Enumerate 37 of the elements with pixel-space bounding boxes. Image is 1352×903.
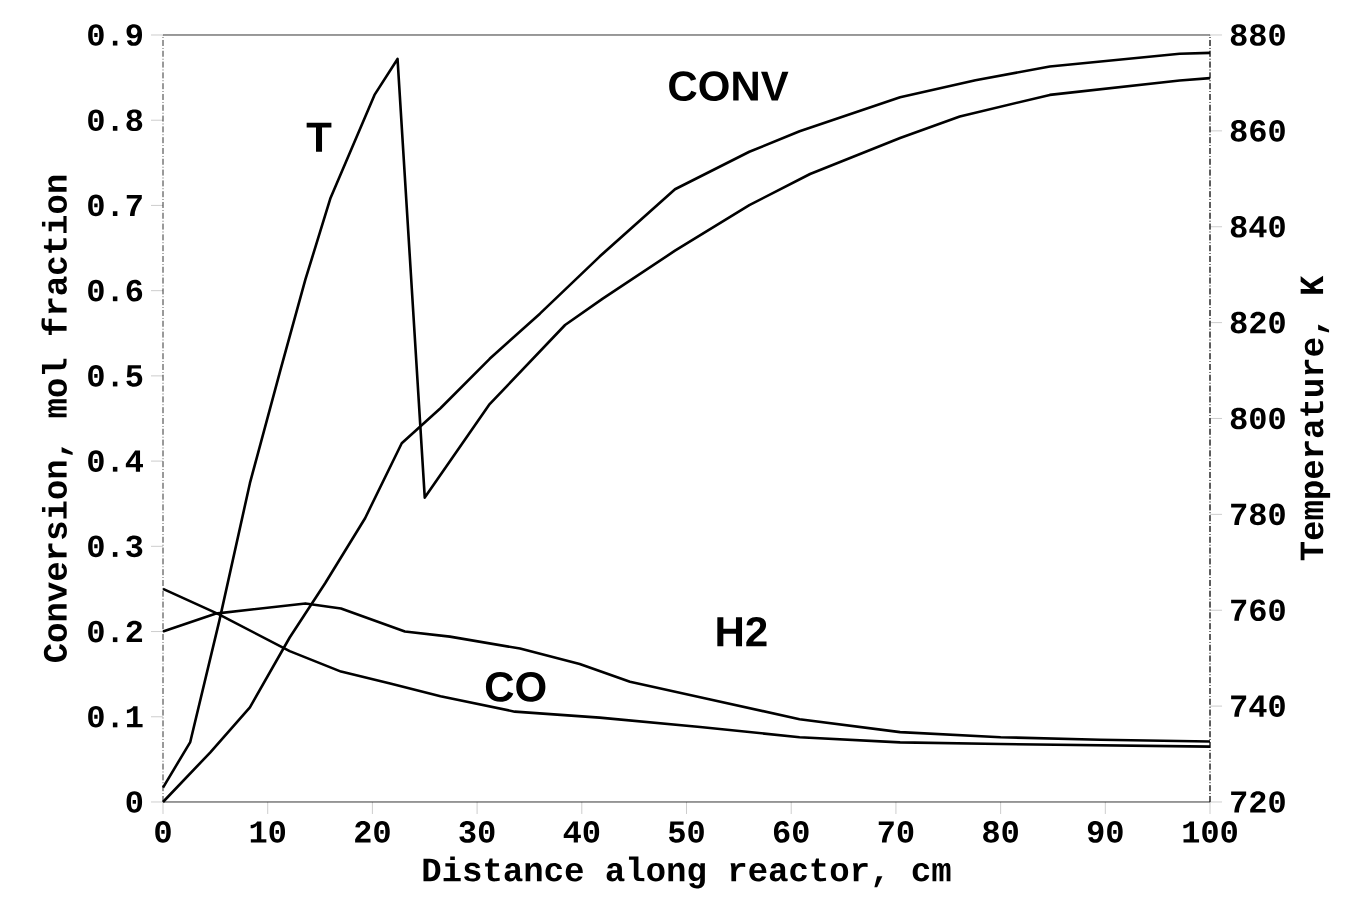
y-tick-label: 0.9 — [88, 24, 143, 46]
x-tick-label: 90 — [1087, 821, 1123, 843]
y2-tick-label: 880 — [1230, 24, 1285, 46]
y-axis-title: Conversion, mol fraction — [41, 175, 73, 663]
y-tick-label: 0.2 — [88, 620, 143, 643]
y2-tick-label: 820 — [1230, 311, 1285, 334]
x-tick-label: 60 — [773, 821, 809, 843]
x-tick-label: 10 — [250, 821, 286, 843]
y2-tick-label: 860 — [1230, 120, 1285, 142]
y-tick-label: 0.3 — [88, 535, 143, 558]
y2-tick-label: 780 — [1231, 503, 1285, 526]
series-label: H2 — [717, 616, 767, 647]
x-tick-label: 40 — [563, 821, 600, 843]
y2-tick-label: 760 — [1231, 599, 1285, 622]
y-tick-label: 0.5 — [88, 365, 143, 387]
y2-axis-title: Temperature, K — [1300, 275, 1331, 561]
x-tick-label: 100 — [1183, 821, 1237, 843]
x-tick-label: 70 — [878, 821, 914, 843]
y2-tick-label: 840 — [1230, 215, 1285, 238]
y-tick-label: 0.1 — [88, 705, 143, 728]
x-tick-label: 50 — [668, 821, 704, 843]
y-tick-label: 0.8 — [88, 109, 143, 132]
x-tick-label: 0 — [155, 821, 171, 843]
y2-tick-label: 720 — [1231, 791, 1285, 813]
y-tick-label: 0 — [126, 791, 143, 813]
y2-tick-label: 800 — [1230, 407, 1285, 430]
x-tick-label: 30 — [459, 821, 495, 843]
y-tick-label: 0.6 — [88, 279, 143, 302]
x-tick-label: 20 — [355, 821, 390, 843]
series-label: CO — [485, 672, 546, 702]
series-label: T — [306, 122, 332, 152]
y2-tick-label: 740 — [1231, 695, 1285, 717]
y-tick-label: 0.4 — [88, 450, 143, 472]
series-label: CONV — [669, 71, 789, 101]
x-axis-title: Distance along reactor, cm — [423, 856, 951, 889]
y-tick-label: 0.7 — [88, 194, 142, 217]
x-tick-label: 80 — [983, 821, 1018, 843]
